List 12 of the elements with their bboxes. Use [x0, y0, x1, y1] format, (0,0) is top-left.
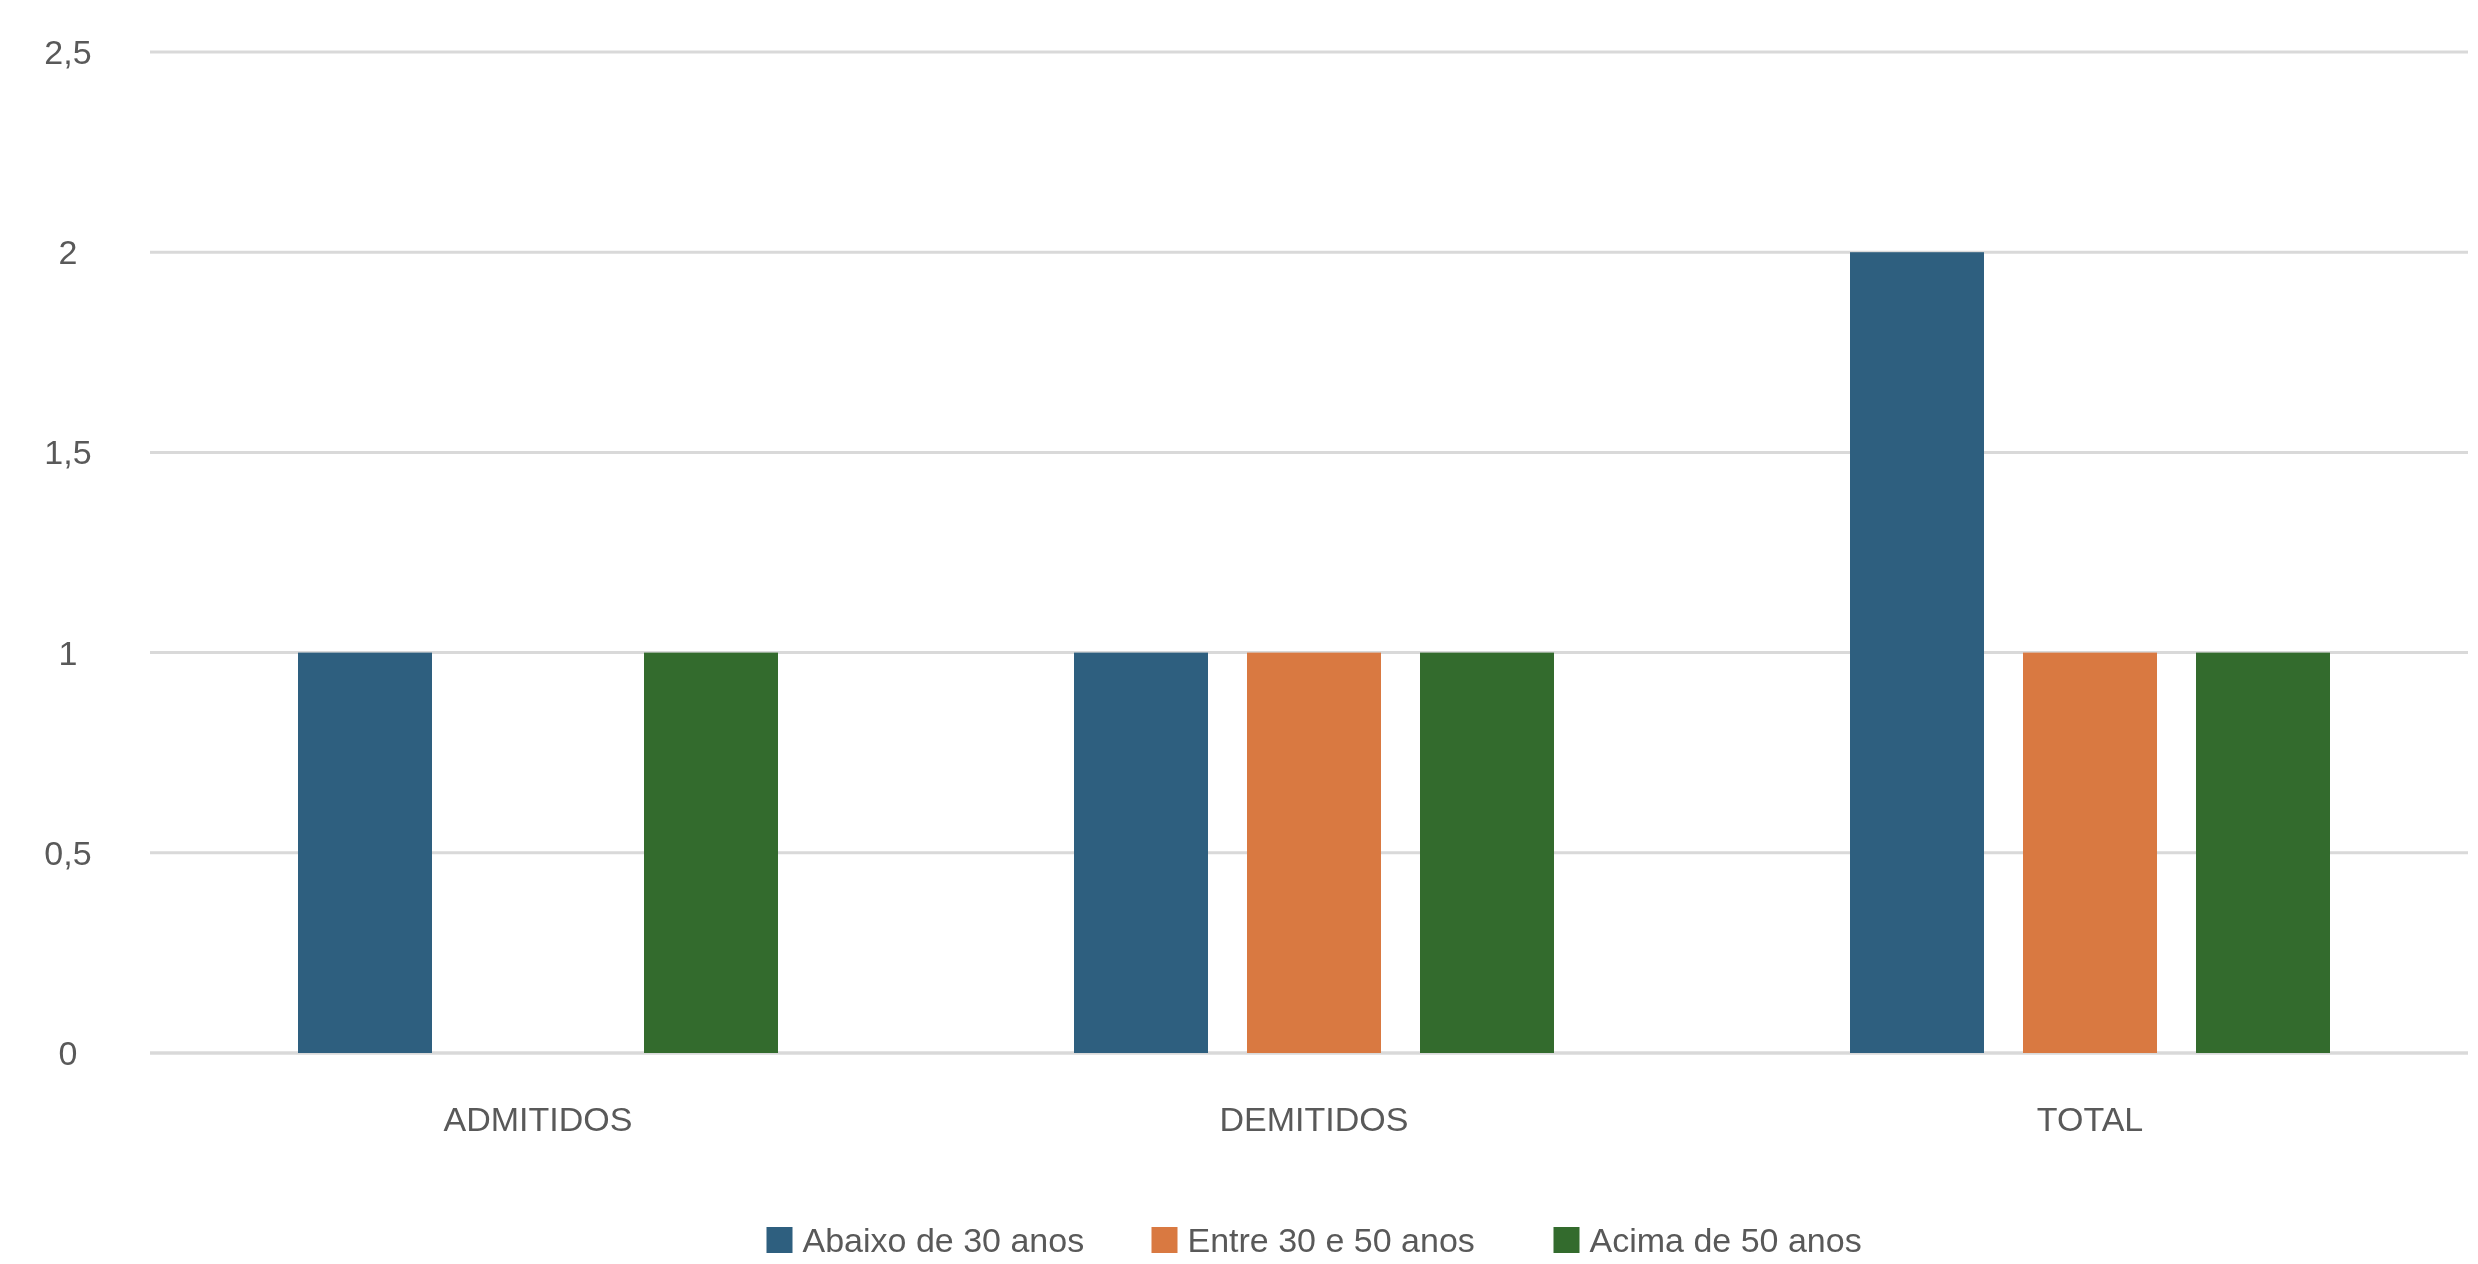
x-tick-label: TOTAL	[2036, 1099, 2144, 1138]
legend-label: Abaixo de 30 anos	[802, 1220, 1085, 1259]
legend-label: Acima de 50 anos	[1589, 1220, 1862, 1259]
legend-label: Entre 30 e 50 anos	[1187, 1220, 1475, 1259]
y-tick-label: 0,5	[44, 833, 92, 872]
y-tick-label: 1	[58, 633, 78, 672]
y-tick-label: 0	[58, 1033, 78, 1072]
x-tick-label: ADMITIDOS	[443, 1099, 633, 1138]
x-tick-label: DEMITIDOS	[1219, 1099, 1409, 1138]
y-tick-label: 2	[58, 233, 78, 272]
y-tick-label: 1,5	[44, 433, 92, 472]
y-tick-label: 2,5	[44, 32, 92, 71]
